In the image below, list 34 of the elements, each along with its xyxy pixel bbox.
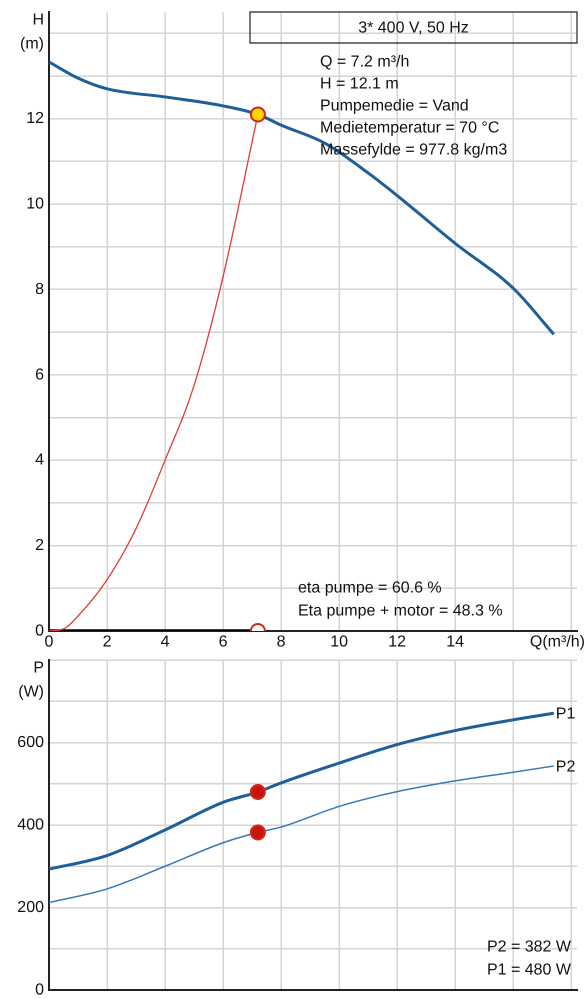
x-axis-title: Q(m³/h) bbox=[530, 633, 585, 650]
y-tick-label: 8 bbox=[35, 280, 44, 298]
y-tick-label: 6 bbox=[35, 366, 44, 384]
annotation: Pumpemedie = Vand bbox=[320, 97, 469, 114]
y-tick-label: 0 bbox=[35, 981, 44, 998]
series-label: P2 bbox=[556, 758, 576, 776]
annotation: H = 12.1 m bbox=[320, 75, 399, 92]
x-tick-label: 12 bbox=[388, 633, 406, 650]
y-tick-label: 400 bbox=[17, 816, 44, 834]
y-tick-label: 0 bbox=[35, 622, 44, 640]
y-tick-label: 12 bbox=[26, 110, 44, 128]
y-axis-title: P (W) bbox=[18, 659, 44, 700]
series-label: P1 bbox=[556, 706, 576, 723]
x-tick-label: 8 bbox=[276, 633, 286, 650]
annotation: eta pumpe = 60.6 % bbox=[298, 579, 442, 596]
chart-title: 3* 400 V, 50 Hz bbox=[358, 19, 469, 36]
x-tick-label: 6 bbox=[218, 633, 228, 650]
line-series bbox=[49, 712, 556, 871]
y-axis-title: H (m) bbox=[20, 11, 44, 52]
annotation: P1 = 480 W bbox=[486, 961, 572, 978]
x-tick-label: 2 bbox=[102, 633, 112, 650]
line-series bbox=[49, 765, 555, 904]
annotation: P2 = 382 W bbox=[486, 938, 572, 956]
annotation: Eta pumpe + motor = 48.3 % bbox=[298, 602, 503, 620]
y-tick-label: 10 bbox=[26, 196, 44, 213]
y-tick-label: 2 bbox=[35, 537, 44, 554]
x-tick-label: 4 bbox=[160, 633, 170, 650]
x-tick-label: 10 bbox=[330, 633, 348, 650]
y-tick-label: 4 bbox=[35, 452, 44, 469]
y-tick-label: 200 bbox=[17, 898, 44, 916]
annotation: Medietemperatur = 70 °C bbox=[320, 119, 500, 136]
y-tick-label: 600 bbox=[17, 734, 44, 751]
annotation: Q = 7.2 m³/h bbox=[320, 53, 410, 70]
x-tick-label: 14 bbox=[446, 633, 464, 650]
